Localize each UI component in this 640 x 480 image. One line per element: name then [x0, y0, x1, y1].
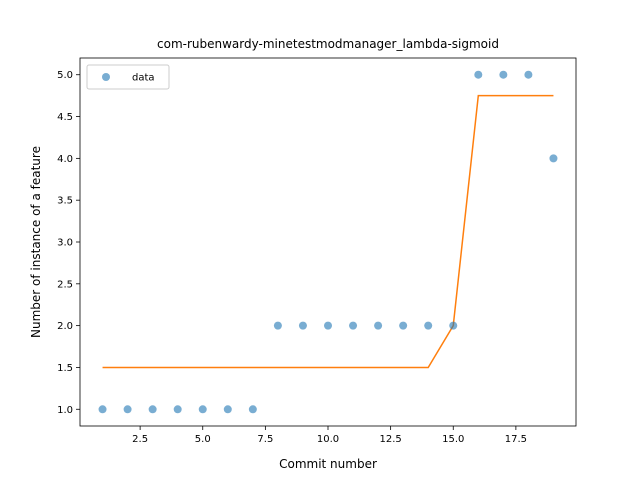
x-tick-label: 15.0 — [442, 434, 464, 445]
data-point — [474, 70, 483, 79]
y-tick-label: 4.5 — [57, 112, 73, 123]
y-tick-label: 4.0 — [57, 154, 73, 165]
y-tick-label: 3.5 — [57, 196, 73, 207]
x-axis-title: Commit number — [279, 457, 377, 471]
y-tick-label: 1.5 — [57, 363, 73, 374]
y-axis: 1.0 1.5 2.0 2.5 3.0 3.5 4.0 4.5 5.0 — [57, 70, 80, 416]
data-point — [223, 405, 232, 414]
data-point — [324, 321, 332, 330]
data-point — [399, 321, 408, 330]
y-tick-label: 5.0 — [57, 70, 73, 81]
data-point — [148, 405, 157, 414]
data-point — [549, 154, 558, 163]
data-point — [374, 321, 383, 330]
fit-line — [102, 94, 554, 369]
data-point — [248, 405, 257, 414]
data-point — [298, 321, 307, 330]
y-axis-title: Number of instance of a feature — [29, 146, 43, 338]
x-axis: 2.5 5.0 7.5 10.0 12.5 15.0 17.5 — [132, 426, 527, 445]
y-tick-label: 2.0 — [57, 321, 73, 332]
x-tick-label: 7.5 — [257, 434, 273, 445]
legend-marker — [102, 73, 110, 81]
y-tick-label: 3.0 — [57, 238, 73, 249]
data-point — [198, 405, 207, 414]
x-tick-label: 2.5 — [132, 434, 148, 445]
data-point — [98, 405, 107, 414]
data-point — [424, 321, 433, 330]
data-point — [273, 321, 282, 330]
data-point — [524, 70, 533, 79]
data-point — [499, 70, 508, 79]
data-point — [123, 405, 132, 414]
x-tick-label: 12.5 — [379, 434, 401, 445]
plot-frame — [79, 57, 577, 427]
data-point — [449, 321, 458, 330]
legend: data — [86, 64, 170, 90]
chart-title: com-rubenwardy-minetestmodmanager_lambda… — [157, 37, 499, 51]
legend-label: data — [132, 73, 155, 84]
series-layer — [98, 70, 558, 414]
y-tick-label: 2.5 — [57, 279, 73, 290]
legend-box — [86, 64, 170, 90]
x-tick-label: 10.0 — [317, 434, 339, 445]
x-tick-label: 17.5 — [505, 434, 527, 445]
data-point — [173, 405, 182, 414]
y-tick-label: 1.0 — [57, 405, 73, 416]
x-tick-label: 5.0 — [195, 434, 211, 445]
data-point — [349, 321, 358, 330]
